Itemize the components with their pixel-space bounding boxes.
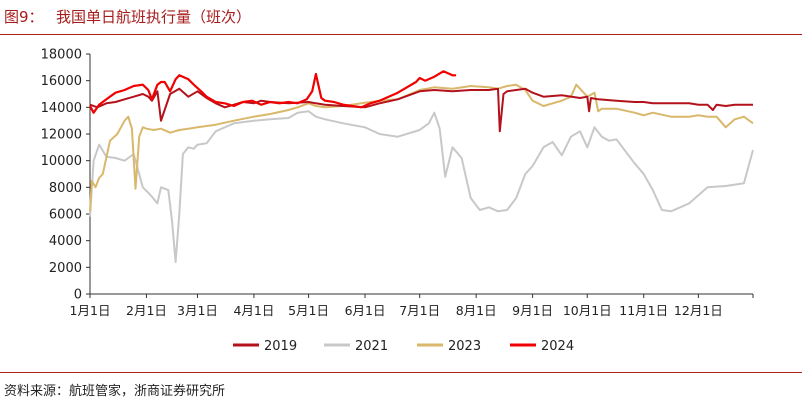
x-tick-label: 2月1日 [126, 303, 167, 318]
y-tick-label: 6000 [49, 208, 82, 223]
series-line-2023 [89, 83, 754, 212]
x-tick-label: 5月1日 [288, 303, 329, 318]
legend-label-2024: 2024 [541, 339, 574, 354]
y-tick-label: 16000 [41, 74, 82, 89]
x-tick-label: 1月1日 [70, 303, 111, 318]
y-tick-label: 2000 [49, 261, 82, 276]
line-chart: 0 2000 4000 6000 8000 10000 12000 14000 16000 180… [41, 48, 754, 354]
legend-label-2021: 2021 [355, 339, 388, 354]
series-line-2024 [89, 70, 457, 114]
source-footer: 资料来源：航班管家，浙商证券研究所 [0, 372, 802, 404]
x-tick-label: 11月1日 [619, 303, 668, 318]
x-tick-label: 12月1日 [674, 303, 723, 318]
y-tick-label: 8000 [49, 181, 82, 196]
figure-title: 我国单日航班执行量（班次） [56, 8, 252, 26]
series-line-2019 [89, 87, 753, 133]
figure-number: 图9： [4, 8, 44, 26]
x-tick-label: 7月1日 [399, 303, 440, 318]
y-tick-label: 10000 [41, 154, 82, 169]
x-tick-label: 9月1日 [512, 303, 553, 318]
x-tick-label: 8月1日 [456, 303, 497, 318]
legend-label-2023: 2023 [448, 339, 481, 354]
source-note: 资料来源：航班管家，浙商证券研究所 [4, 384, 226, 399]
y-tick-label: 4000 [49, 234, 82, 249]
x-tick-label: 4月1日 [233, 303, 274, 318]
figure-header: 图9： 我国单日航班执行量（班次） [0, 0, 802, 35]
y-tick-label: 18000 [41, 48, 82, 63]
y-tick-label: 0 [74, 288, 82, 303]
series-line-2021 [89, 110, 754, 263]
x-tick-label: 6月1日 [345, 303, 386, 318]
legend-label-2019: 2019 [264, 339, 297, 354]
y-tick-label: 14000 [41, 101, 82, 116]
x-tick-label: 3月1日 [177, 303, 218, 318]
y-tick-label: 12000 [41, 128, 82, 143]
x-tick-label: 10月1日 [563, 303, 612, 318]
